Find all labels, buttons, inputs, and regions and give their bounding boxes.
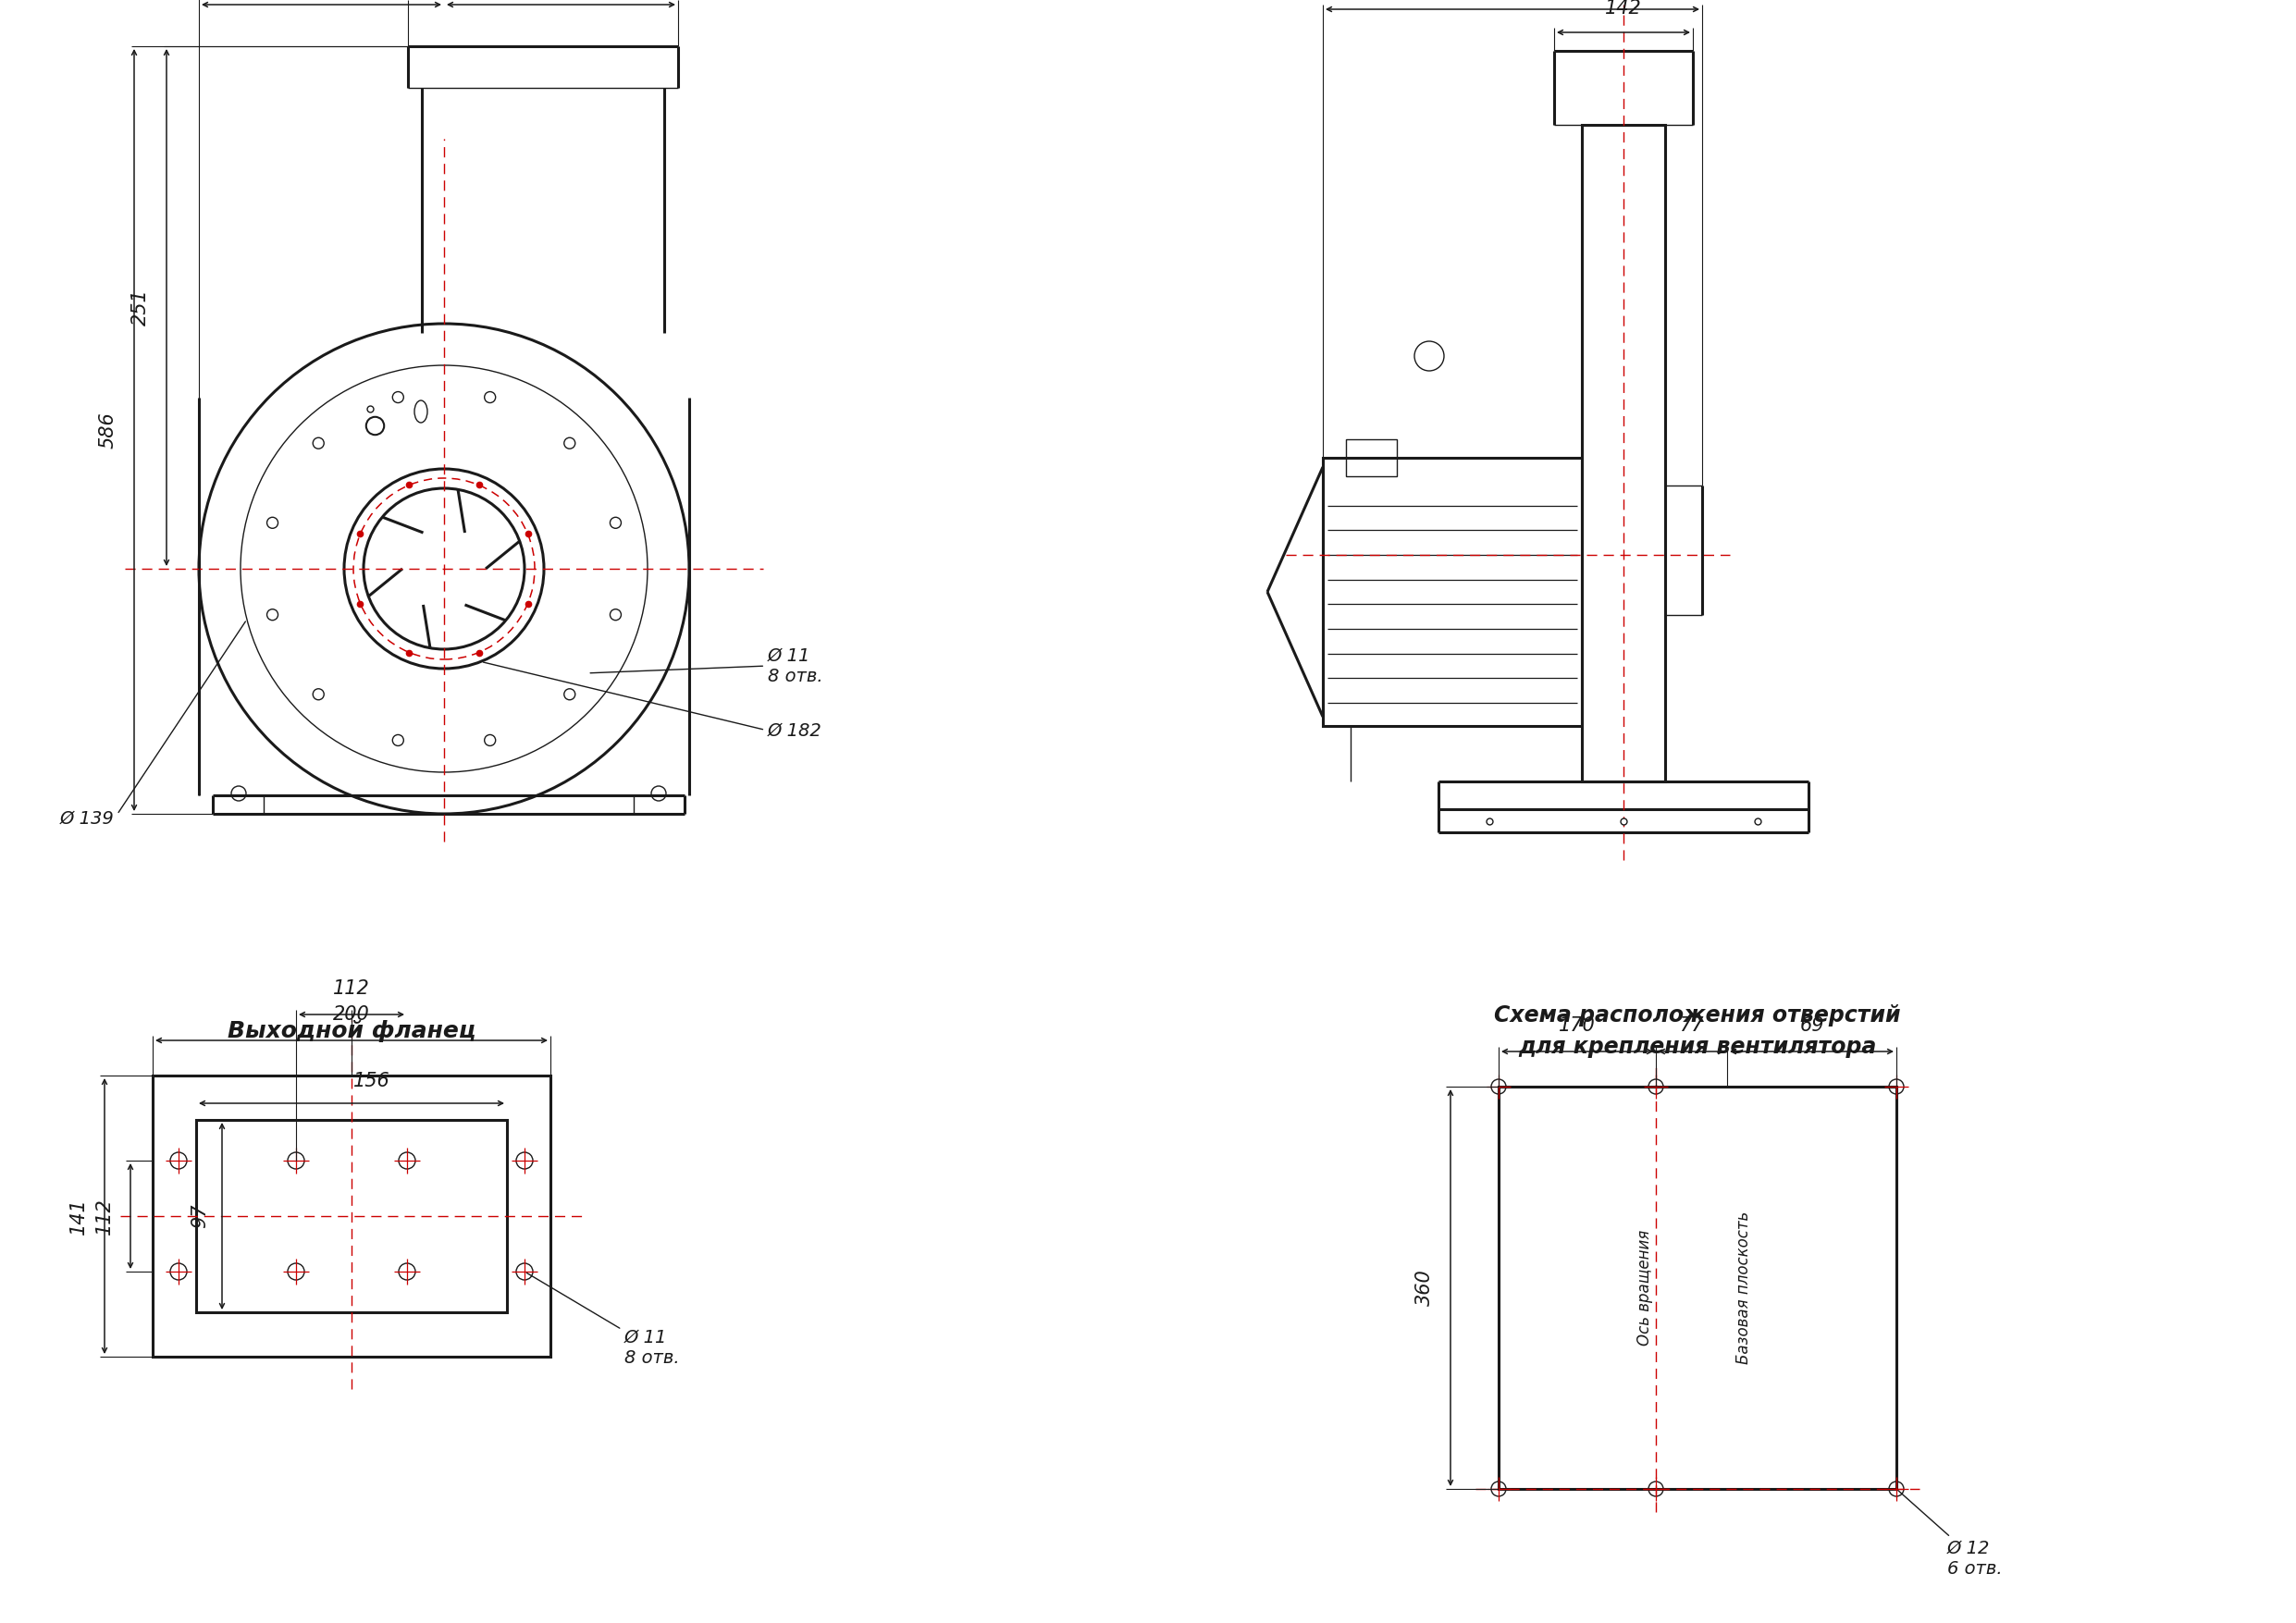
Text: 586: 586 <box>99 412 117 448</box>
Text: 156: 156 <box>354 1071 390 1091</box>
Text: Ø 11
8 отв.: Ø 11 8 отв. <box>590 648 822 685</box>
Bar <box>152 1076 551 1357</box>
Text: 69: 69 <box>1800 1016 1823 1035</box>
Text: Ø 11
8 отв.: Ø 11 8 отв. <box>526 1272 680 1367</box>
Text: 142: 142 <box>1605 0 1642 18</box>
Text: 141: 141 <box>69 1198 87 1235</box>
Text: 170: 170 <box>1559 1016 1596 1035</box>
Text: Выходной фланец: Выходной фланец <box>227 1019 475 1042</box>
Text: Ось вращения: Ось вращения <box>1637 1230 1653 1345</box>
Text: 112: 112 <box>333 979 370 998</box>
Text: 200: 200 <box>333 1005 370 1024</box>
Bar <box>1582 125 1665 781</box>
Text: 112: 112 <box>94 1198 115 1235</box>
Text: 360: 360 <box>1414 1269 1433 1307</box>
Text: Базовая плоскость: Базовая плоскость <box>1736 1211 1752 1365</box>
Bar <box>195 1120 507 1313</box>
Text: Ø 139: Ø 139 <box>60 622 246 828</box>
Bar <box>1322 458 1582 725</box>
Text: Ø 182: Ø 182 <box>482 662 822 740</box>
Text: 97: 97 <box>191 1204 209 1229</box>
Text: 251: 251 <box>131 289 149 326</box>
Bar <box>1345 440 1396 476</box>
Bar <box>1499 1087 1896 1488</box>
Text: Ø 12
6 отв.: Ø 12 6 отв. <box>1899 1490 2002 1578</box>
Text: Схема расположения отверстий
для крепления вентилятора: Схема расположения отверстий для креплен… <box>1495 1005 1901 1058</box>
Text: 77: 77 <box>1678 1016 1704 1035</box>
